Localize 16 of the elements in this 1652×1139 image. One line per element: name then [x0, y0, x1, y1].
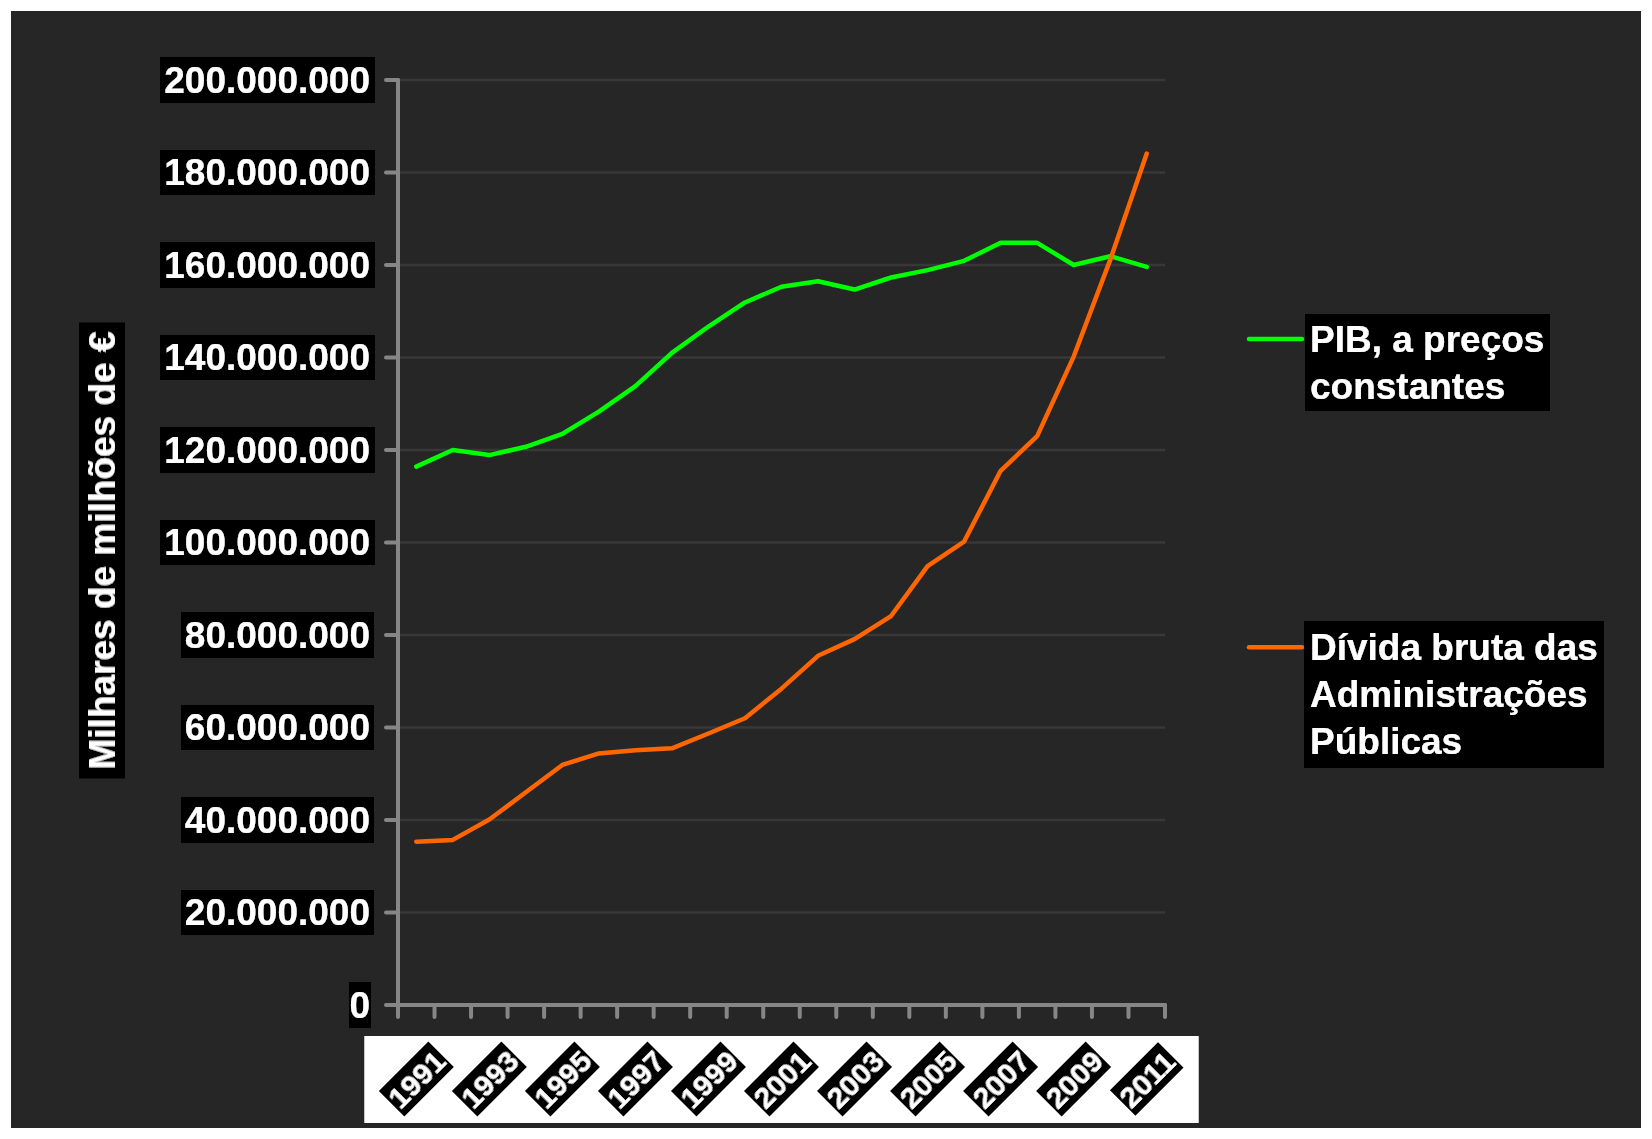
legend-label: Dívida bruta das Administrações Públicas: [1310, 626, 1598, 762]
line-series: [414, 240, 1149, 469]
y-tick-label: 80.000.000: [184, 614, 370, 656]
legend-label: PIB, a preços constantes: [1310, 318, 1545, 407]
y-tick-label: 180.000.000: [164, 152, 370, 193]
y-tick-label: 120.000.000: [164, 429, 370, 471]
y-tick-label: 0: [349, 984, 370, 1026]
y-tick-label: 100.000.000: [164, 522, 370, 563]
y-tick-label: 200.000.000: [164, 59, 370, 101]
y-tick-label: 140.000.000: [164, 337, 370, 378]
y-tick-label: 60.000.000: [184, 707, 370, 748]
y-axis-title: Milhares de milhões de €: [81, 331, 123, 770]
y-tick-label: 20.000.000: [184, 892, 370, 933]
line-series: [414, 151, 1149, 844]
y-tick-label: 160.000.000: [164, 244, 370, 286]
y-tick-label: 40.000.000: [184, 799, 370, 841]
